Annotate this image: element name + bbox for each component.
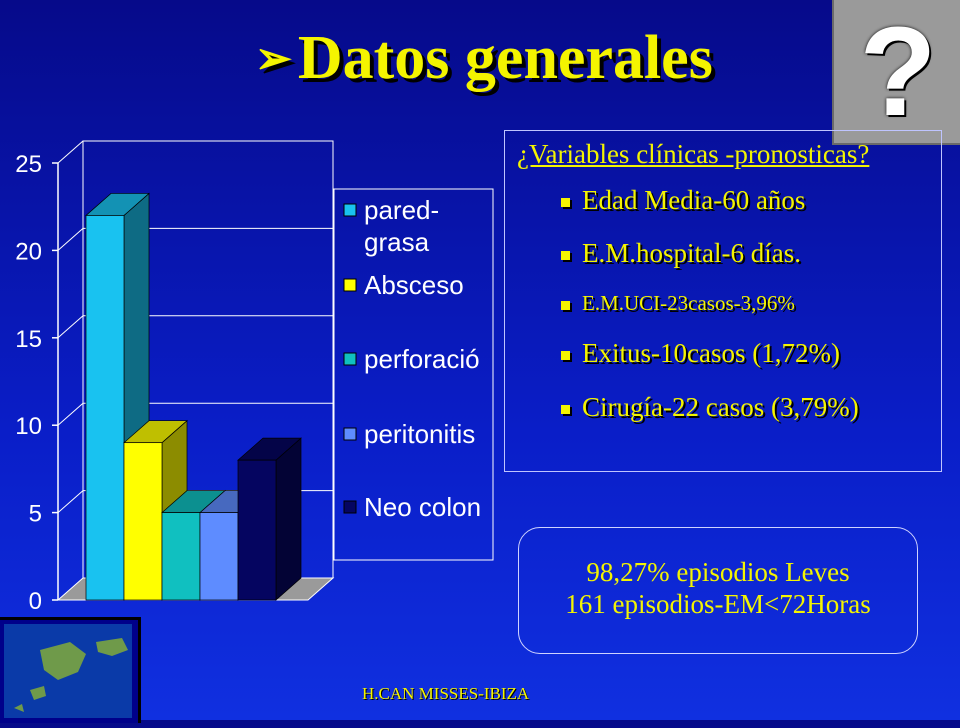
legend-label: Absceso bbox=[364, 270, 464, 300]
info-item: Edad Media-60 años bbox=[561, 185, 805, 216]
info-item-text: E.M.hospital-6 días. bbox=[582, 238, 801, 268]
gridline bbox=[57, 315, 84, 339]
square-bullet-icon bbox=[561, 198, 570, 208]
bar-side bbox=[275, 437, 302, 601]
gridline bbox=[57, 402, 84, 426]
info-item: Exitus-10casos (1,72%) bbox=[561, 338, 840, 369]
info-item: E.M.hospital-6 días. bbox=[561, 238, 801, 269]
legend-label: perforació bbox=[364, 344, 480, 374]
legend-swatch bbox=[343, 278, 357, 292]
legend-swatch bbox=[343, 427, 357, 441]
bar-front bbox=[123, 442, 163, 601]
bar bbox=[237, 437, 302, 601]
slide-title: ➢ Datos generales bbox=[255, 18, 815, 98]
legend-entry: Absceso bbox=[343, 270, 464, 300]
legend-entry: perforació bbox=[343, 344, 480, 374]
gridline bbox=[57, 490, 84, 513]
bar-front bbox=[237, 459, 277, 601]
legend-label: pared- bbox=[364, 195, 439, 225]
clinical-variables-box: ¿Variables clínicas -pronosticas? Edad M… bbox=[504, 130, 942, 472]
legend-label: grasa bbox=[364, 227, 430, 257]
bar-front bbox=[161, 512, 201, 601]
chart-bars bbox=[85, 192, 302, 601]
y-tick-label: 25 bbox=[15, 151, 42, 178]
map-thumbnail bbox=[0, 617, 141, 723]
arrow-bullet-icon: ➢ bbox=[255, 33, 292, 83]
y-tick-label: 10 bbox=[15, 413, 42, 440]
chart-ticks: 0 5 10 15 20 25 bbox=[15, 151, 58, 615]
legend-entry: pared-grasa bbox=[343, 195, 439, 257]
y-tick-label: 15 bbox=[15, 326, 42, 353]
clinical-variables-heading: ¿Variables clínicas -pronosticas? bbox=[517, 139, 870, 169]
info-item: Cirugía-22 casos (3,79%) bbox=[561, 392, 859, 423]
square-bullet-icon bbox=[561, 405, 570, 415]
info-item-text: Cirugía-22 casos (3,79%) bbox=[582, 392, 859, 422]
square-bullet-icon bbox=[561, 300, 570, 310]
legend-label: Neo colon bbox=[364, 492, 481, 522]
gridline bbox=[57, 140, 84, 164]
summary-box: 98,27% episodios Leves 161 episodios-EM<… bbox=[518, 527, 918, 654]
square-bullet-icon bbox=[561, 351, 570, 361]
footer-text: H.CAN MISSES-IBIZA bbox=[362, 684, 530, 703]
bar-front bbox=[199, 512, 239, 601]
legend-swatch bbox=[343, 500, 357, 514]
square-bullet-icon bbox=[561, 251, 570, 261]
gridline bbox=[57, 228, 84, 251]
summary-line-1: 98,27% episodios Leves bbox=[586, 557, 850, 587]
summary-line-2: 161 episodios-EM<72Horas bbox=[565, 589, 871, 619]
y-tick-label: 20 bbox=[15, 238, 42, 265]
chart-legend: pared-grasa Absceso perforació peritonitis N… bbox=[333, 188, 494, 561]
y-tick-label: 0 bbox=[29, 588, 42, 615]
question-mark-glyph: ? bbox=[859, 1, 937, 142]
legend-entry: Neo colon bbox=[343, 492, 481, 522]
slide-title-text: Datos generales bbox=[297, 23, 713, 92]
bar-front bbox=[85, 215, 125, 601]
legend-swatch bbox=[343, 203, 357, 217]
legend-box bbox=[333, 188, 494, 561]
legend-entry: peritonitis bbox=[343, 419, 475, 449]
info-item-text: Exitus-10casos (1,72%) bbox=[582, 338, 840, 368]
info-item-text: E.M.UCI-23casos-3,96% bbox=[582, 291, 795, 315]
legend-swatch bbox=[343, 352, 357, 366]
legend-label: peritonitis bbox=[364, 419, 475, 449]
y-tick-label: 5 bbox=[29, 501, 42, 528]
info-item-text: Edad Media-60 años bbox=[582, 185, 806, 215]
info-item: E.M.UCI-23casos-3,96% bbox=[561, 291, 795, 316]
question-mark-icon: ? bbox=[832, 0, 960, 145]
